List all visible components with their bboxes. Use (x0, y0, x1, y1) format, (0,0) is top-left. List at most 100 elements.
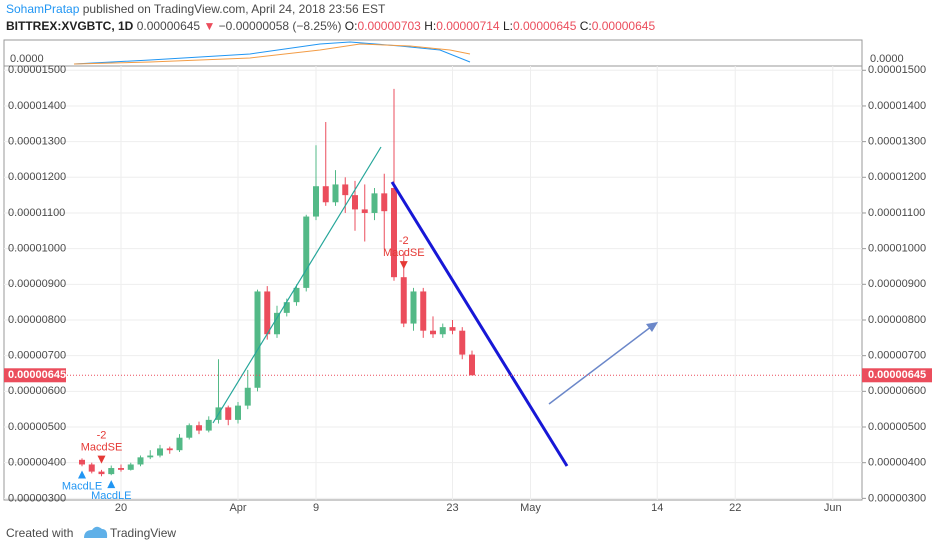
candle-body (410, 291, 417, 324)
candle-body (400, 277, 407, 324)
signal-arrow (97, 455, 106, 464)
candle-body (157, 448, 163, 456)
y-tick-label: 0.00001400 (868, 100, 926, 112)
y-tick-label: 0.00001500 (8, 64, 66, 76)
y-tick-label: 0.00000500 (8, 421, 66, 433)
grid: 0.00000300 0.00000300 0.00000400 0.00000400… (4, 64, 926, 514)
candle-body (371, 193, 378, 213)
candle-body (361, 209, 368, 213)
y-tick-label: 0.00000700 (8, 350, 66, 362)
candle-body (205, 419, 212, 431)
arrow-head (646, 322, 658, 332)
x-tick-label: 14 (651, 502, 663, 514)
candle-body (79, 459, 85, 465)
y-tick-label: 0.00000800 (8, 314, 66, 326)
candle-body (176, 437, 183, 451)
candle-body (342, 184, 349, 196)
y-tick-label: 0.00001500 (868, 64, 926, 76)
candle-body (303, 216, 310, 288)
signal-name: MacdSE (383, 247, 425, 259)
y-tick-label: 0.00000900 (868, 278, 926, 290)
candle-body (391, 188, 397, 278)
signal-qty: -2 (97, 430, 107, 442)
quote-line: BITTREX:XVGBTC, 1D 0.00000645 ▼ −0.00000… (6, 19, 655, 33)
signal-name: MacdLE (62, 480, 102, 492)
signal-name: MacdLE (91, 490, 131, 502)
candle-body (293, 287, 300, 303)
macd-line (73, 41, 471, 65)
candle-body (459, 330, 466, 355)
logo (84, 526, 108, 538)
candle-body (244, 387, 251, 406)
signal-line (73, 43, 471, 65)
price-pane (3, 65, 863, 501)
x-tick-label: 22 (729, 502, 741, 514)
last-price: 0.00000645 (137, 19, 201, 33)
candle-body (118, 468, 124, 470)
y-tick-label: 0.00000400 (868, 457, 926, 469)
quote-key: O: (345, 19, 358, 33)
quote-key: C: (580, 19, 592, 33)
candle-body (166, 448, 173, 451)
footer-brand[interactable]: TradingView (110, 526, 176, 540)
candle-body (88, 464, 95, 472)
signal-arrow (399, 261, 408, 270)
y-tick-label: 0.00001100 (868, 207, 925, 219)
trend-line (390, 181, 569, 467)
x-tick-label: Apr (229, 502, 246, 514)
down-arrow: ▼ (203, 19, 215, 33)
macd-label: 0.0000 (10, 53, 44, 65)
candle-body (254, 291, 261, 388)
x-tick-label: Jun (824, 502, 842, 514)
x-tick-label: May (520, 502, 541, 514)
candle-body (274, 312, 280, 335)
x-tick-label: 23 (446, 502, 458, 514)
y-tick-label: 0.00000400 (8, 457, 66, 469)
candle-body (98, 471, 105, 475)
candle-body (469, 354, 475, 376)
y-tick-label: 0.00000500 (868, 421, 926, 433)
candle-body (137, 457, 144, 465)
quote-value: 0.00000645 (592, 19, 656, 33)
candle-body (283, 302, 290, 313)
quote-value: 0.00000703 (357, 19, 421, 33)
candle-body (264, 291, 271, 335)
y-tick-label: 0.00000600 (868, 385, 926, 397)
price-label: 0.00000645 (8, 369, 66, 381)
header-line: SohamPratap published on TradingView.com… (6, 2, 386, 16)
y-tick-label: 0.00001100 (8, 207, 65, 219)
y-tick-label: 0.00001300 (8, 136, 66, 148)
y-tick-label: 0.00000600 (8, 385, 66, 397)
x-tick-label: 20 (115, 502, 127, 514)
price-label-bg (4, 368, 66, 383)
candle-body (235, 405, 241, 420)
candle-body (430, 330, 436, 335)
candle-body (439, 327, 446, 335)
quote-value: 0.00000714 (436, 19, 500, 33)
candle-body (381, 193, 388, 212)
candles (79, 88, 475, 477)
candle-body (186, 425, 193, 438)
signal-arrow (78, 470, 86, 479)
author[interactable]: SohamPratap (6, 2, 80, 16)
candle-body (225, 407, 232, 420)
candle-body (352, 195, 358, 210)
quote-key: L: (503, 19, 513, 33)
published: published on TradingView.com, April 24, … (83, 2, 386, 16)
symbol: BITTREX:XVGBTC, 1D (6, 19, 134, 33)
signal-name: MacdSE (81, 442, 123, 454)
y-tick-label: 0.00001000 (8, 243, 66, 255)
candle-body (196, 425, 202, 431)
y-tick-label: 0.00000300 (868, 492, 926, 504)
overlay: 0.000006450.00000645-2MacdSEMacdLEMacdLE… (4, 235, 932, 502)
y-tick-label: 0.00000300 (8, 492, 66, 504)
candle-body (147, 455, 154, 458)
x-tick-label: 9 (313, 502, 319, 514)
candle-body (127, 464, 134, 470)
price-label-bg (862, 368, 932, 383)
y-tick-label: 0.00000700 (868, 350, 926, 362)
price-label: 0.00000645 (868, 369, 926, 381)
y-tick-label: 0.00001200 (868, 171, 926, 183)
y-tick-label: 0.00001200 (8, 171, 66, 183)
